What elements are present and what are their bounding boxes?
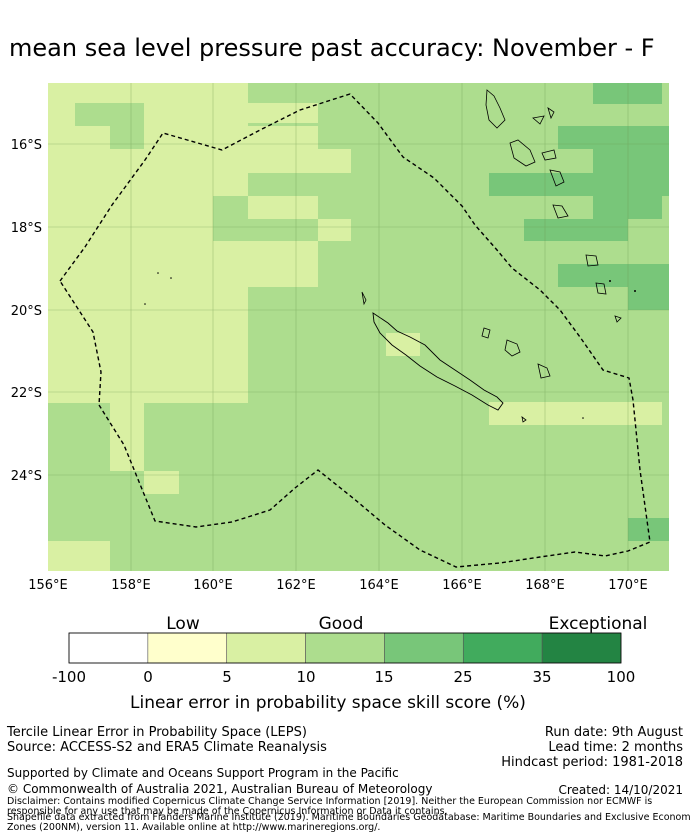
new-caledonia-island [372,312,504,411]
skill-region-15-25 [489,83,669,541]
colorbar-segment [68,632,149,664]
colorbar-category-exceptional: Exceptional [549,614,648,634]
colorbar-segment [305,632,385,664]
lon-tick-label: 158°E [111,578,151,593]
colorbar-tick-label: 5 [222,668,232,686]
colorbar-category-good: Good [319,614,364,634]
lat-tick-label: 24°S [11,469,42,484]
footer-disclaimer: responsible for any use that may be made… [7,806,448,817]
lon-tick-label: 160°E [193,578,233,593]
colorbar-category-low: Low [166,614,200,634]
lat-tick-label: 20°S [11,304,42,319]
colorbar-segment [147,632,228,664]
eez-boundary [59,93,651,568]
footer-run-date: Run date: 9th August [544,725,683,740]
colorbar-tick-label: 10 [296,668,315,686]
footer-disclaimer: Shapefile data extracted from Flanders M… [7,812,690,823]
lat-tick-label: 16°S [11,138,42,153]
footer-source: Source: ACCESS-S2 and ERA5 Climate Reana… [7,740,327,755]
footer-copyright: © Commonwealth of Australia 2021, Austra… [7,782,433,796]
lon-tick-label: 156°E [28,578,68,593]
footer-hindcast: Hindcast period: 1981-2018 [501,755,683,770]
footer-support: Supported by Climate and Oceans Support … [7,766,399,780]
colorbar-tick-label: -100 [52,668,86,686]
colorbar-segment [462,632,543,664]
colorbar-frame [68,632,622,664]
colorbar [68,632,622,664]
colorbar-segment [541,632,622,664]
colorbar-tick-label: 25 [453,668,472,686]
footer-created: Created: 14/10/2021 [558,783,683,797]
colorbar-title: Linear error in probability space skill … [130,693,526,713]
footer-lead-time: Lead time: 2 months [548,740,683,755]
footer-disclaimer: Disclaimer: Contains modified Copernicus… [7,796,653,807]
lon-tick-label: 168°E [525,578,565,593]
small-islands [361,89,622,423]
lon-tick-label: 164°E [359,578,399,593]
colorbar-tick-label: 0 [143,668,153,686]
lon-tick-label: 170°E [608,578,648,593]
skill-region-10-15-west [48,103,318,541]
footer-disclaimer: Zones (200NM), version 11. Available onl… [7,822,381,833]
lat-tick-label: 22°S [11,386,42,401]
lat-tick-label: 18°S [11,221,42,236]
colorbar-segment [226,632,306,664]
lon-tick-label: 162°E [276,578,316,593]
footer-method: Tercile Linear Error in Probability Spac… [7,725,307,740]
colorbar-tick-label: 15 [374,668,393,686]
lon-tick-label: 166°E [442,578,482,593]
tiny-islets [144,272,636,419]
colorbar-tick-label: 100 [607,668,636,686]
page-title: mean sea level pressure past accuracy: N… [9,34,655,62]
colorbar-segment [384,632,464,664]
graticule [48,83,669,571]
colorbar-tick-label: 35 [532,668,551,686]
